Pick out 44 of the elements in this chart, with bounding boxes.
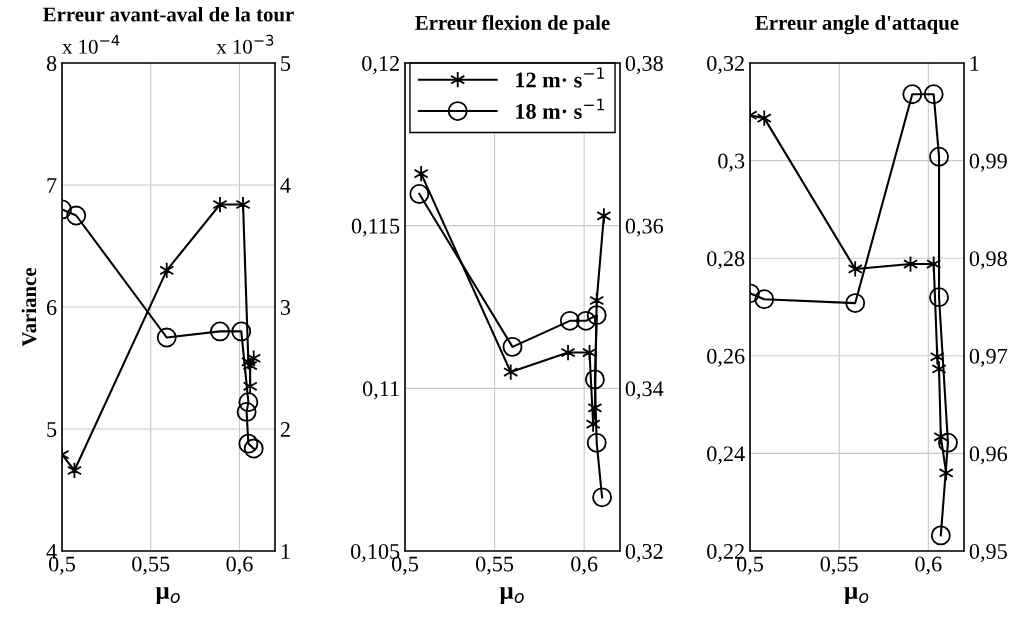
y-tick-label: 0,32 — [707, 55, 744, 75]
y2-tick-label: 0,96 — [969, 446, 1008, 465]
y-tick-label: 8 — [46, 55, 57, 71]
y2-tick-label: 0,32 — [625, 543, 663, 563]
x-tick-label: 0,6 — [571, 556, 598, 575]
y2-tick-label: 2 — [280, 421, 290, 437]
y-axis-title: Variance — [21, 267, 37, 347]
y-tick-label: 0,115 — [351, 218, 400, 237]
y2-tick-label: 0,36 — [625, 218, 664, 237]
y-tick-label: 0,26 — [707, 348, 745, 367]
y-tick-label: 7 — [47, 178, 57, 193]
y2-tick-label: 4 — [280, 178, 291, 193]
chart-title: Erreur flexion de pale — [415, 15, 610, 35]
y2-tick-label: 3 — [280, 299, 291, 315]
y2-tick-label: 1 — [281, 544, 290, 559]
y2-tick-label: 0,98 — [969, 251, 1007, 270]
y-tick-label: 0,11 — [362, 381, 399, 400]
y-tick-label: 0,12 — [362, 55, 399, 75]
y2-tick-label: 0,97 — [969, 348, 1008, 367]
y-tick-label: 5 — [47, 422, 57, 437]
y-tick-label: 6 — [46, 299, 57, 315]
x-axis-title: μ$_{o}$ — [844, 587, 869, 605]
y2-tick-label: 5 — [281, 56, 291, 71]
y2-tick-label: 0,34 — [625, 381, 664, 400]
chart-title: Erreur avant-aval de la tour — [43, 6, 294, 22]
chart-title: Erreur angle d'attaque — [755, 15, 959, 35]
y-tick-label: 0,3 — [718, 153, 745, 172]
x-tick-label: 0,55 — [475, 556, 514, 575]
x-axis-title: μ$_{o}$ — [155, 587, 180, 605]
x-tick-label: 0,55 — [820, 556, 858, 575]
legend-label: 18 m· s$^{−1}$ — [516, 98, 604, 119]
y-tick-label: 0,24 — [707, 446, 745, 465]
x-axis-title: μ$_{o}$ — [499, 587, 524, 605]
y2-tick-label: 0,38 — [625, 55, 663, 75]
legend-label: 12 m· s$^{−1}$ — [516, 67, 604, 88]
x-tick-label: 0,6 — [915, 556, 942, 575]
x-tick-label: 0,6 — [226, 556, 253, 575]
y2-tick-label: 0,95 — [969, 543, 1007, 563]
y2-tick-label: 0,99 — [969, 153, 1007, 172]
y2-tick-label: 1 — [970, 56, 979, 71]
text: x 10$^{−4}$ — [62, 34, 120, 54]
x-tick-label: 0,55 — [132, 556, 170, 575]
y-tick-label: 0,28 — [707, 251, 745, 270]
text: x 10$^{−3}$ — [216, 34, 274, 54]
